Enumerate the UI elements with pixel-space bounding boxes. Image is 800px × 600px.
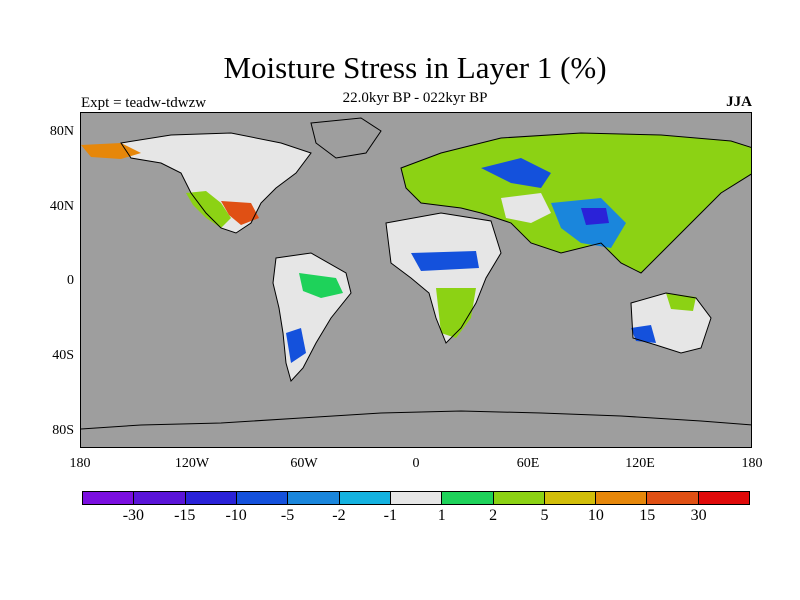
x-tick-label: 120E [625,456,655,471]
australia-coast [630,292,712,354]
colorbar-label: -1 [383,507,397,524]
y-tick-label: 0 [67,273,74,288]
africa-south [436,288,476,338]
x-tick-label: 60W [290,456,318,471]
season-label: JJA [726,94,752,110]
antarctica-coast [81,410,751,430]
x-tick-label: 180 [741,456,763,471]
coastlines [81,117,751,430]
experiment-label: Expt = teadw-tdwzw [81,95,207,111]
colorbar-label: 30 [690,507,707,524]
colorbar-box [442,492,494,504]
colorbar-box [134,492,186,504]
plot-subtitle: 22.0kyr BP - 022kyr BP [342,90,488,106]
colorbar-box [544,492,597,504]
colorbar-box [236,492,289,504]
y-tick-label: 80N [49,124,74,139]
north-america-field [121,133,311,233]
south-america-blue [286,328,306,363]
south-america-field [273,253,351,381]
x-tick-label: 60E [516,456,540,471]
eurasia-coast [400,132,751,274]
world-map [80,112,752,448]
colorbar-label: -5 [280,507,295,524]
colorbar-label: 10 [587,507,604,524]
colorbar-box [339,492,391,504]
x-tick-label: 0 [412,456,420,471]
colorbar-label: 2 [489,507,498,524]
alaska-hot [81,143,141,159]
north-america-hot [221,201,259,225]
greenland-coast [310,117,382,159]
land-anomaly-fields [81,133,751,381]
asia-white [501,193,551,223]
y-tick-label: 40S [52,348,74,363]
colorbar-box [288,492,340,504]
africa-field [386,213,501,343]
africa-blue [411,251,479,271]
colorbar-box [596,492,648,504]
north-america-coast [120,132,312,234]
asia-purple [581,208,609,225]
colorbar-label: 15 [639,507,656,524]
colorbar-box [83,492,135,504]
colorbar-label: -15 [174,507,196,524]
north-america-dry [186,191,231,228]
colorbar-label: -30 [122,507,145,524]
colorbar-box [185,492,237,504]
map-canvas [81,117,751,430]
x-tick-label: 180 [69,456,91,471]
colorbar-box [493,492,545,504]
africa-coast [385,212,502,344]
y-tick-label: 80S [52,423,74,438]
south-america-coast [272,252,352,382]
colorbar-label: -10 [225,507,247,524]
x-tick-label: 120W [174,456,210,471]
colorbar-label: 1 [437,507,446,524]
colorbar-label: -2 [332,507,346,524]
australia-green [666,293,696,311]
plot-title: Moisture Stress in Layer 1 (%) [223,50,607,85]
australia-blue [631,325,656,343]
colorbar-box [647,492,699,504]
colorbar [82,491,750,505]
colorbar-box [390,492,443,504]
south-america-green [299,273,343,298]
colorbar-box [698,492,750,504]
y-tick-label: 40N [49,199,74,214]
colorbar-label: 5 [540,507,549,524]
asia-blue [481,158,551,188]
